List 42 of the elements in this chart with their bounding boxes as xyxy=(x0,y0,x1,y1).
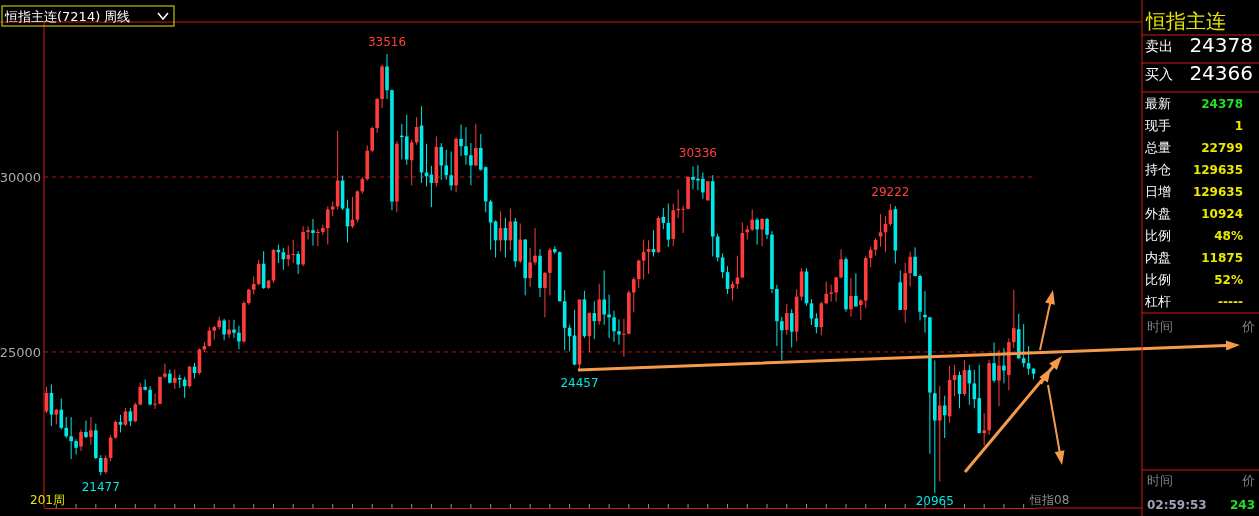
annotation: 21477 xyxy=(81,480,120,495)
text: 10924 xyxy=(1201,207,1243,221)
text: 11875 xyxy=(1201,251,1243,265)
annotation: 201周 xyxy=(30,493,65,507)
text: 恒指主连 xyxy=(1145,9,1226,33)
text: 杠杆 xyxy=(1144,294,1171,309)
chart-title: 恒指主连(7214) 周线 xyxy=(4,9,131,24)
text: 比例 xyxy=(1145,272,1171,287)
text: 价 xyxy=(1241,319,1255,334)
text: 比例 xyxy=(1145,228,1171,243)
annotation: 恒指08 xyxy=(1029,493,1070,507)
annotation: 20965 xyxy=(915,494,954,508)
text: 内盘 xyxy=(1145,250,1171,265)
text: 1 xyxy=(1234,119,1243,133)
annotation: 33516 xyxy=(367,34,407,49)
text: 时间 xyxy=(1147,473,1173,488)
y-tick-label: 30000 xyxy=(0,170,41,185)
text: 24378 xyxy=(1189,33,1253,57)
text: 129635 xyxy=(1192,163,1243,177)
y-tick-label: 25000 xyxy=(0,344,41,360)
text: 卖出 xyxy=(1145,38,1173,54)
text: 总量 xyxy=(1144,140,1171,155)
text: ----- xyxy=(1218,295,1244,309)
text: 52% xyxy=(1214,273,1243,287)
text: 48% xyxy=(1214,229,1243,243)
text: 22799 xyxy=(1201,141,1243,155)
text: 买入 xyxy=(1145,66,1173,82)
text: 129635 xyxy=(1192,185,1243,199)
text: 24378 xyxy=(1201,97,1243,111)
text: 日增 xyxy=(1145,184,1171,199)
text: 价 xyxy=(1241,473,1255,488)
text: 02:59:53 xyxy=(1147,498,1207,512)
text: 243 xyxy=(1229,498,1255,512)
text: 现手 xyxy=(1145,118,1171,133)
annotation: 29222 xyxy=(871,185,910,200)
text: 持仓 xyxy=(1145,162,1171,177)
text: 最新 xyxy=(1145,96,1171,111)
annotation: 24457 xyxy=(560,375,599,390)
text: 时间 xyxy=(1147,319,1173,334)
text: 外盘 xyxy=(1145,206,1171,221)
text: 24366 xyxy=(1189,61,1253,85)
annotation: 30336 xyxy=(678,146,718,161)
